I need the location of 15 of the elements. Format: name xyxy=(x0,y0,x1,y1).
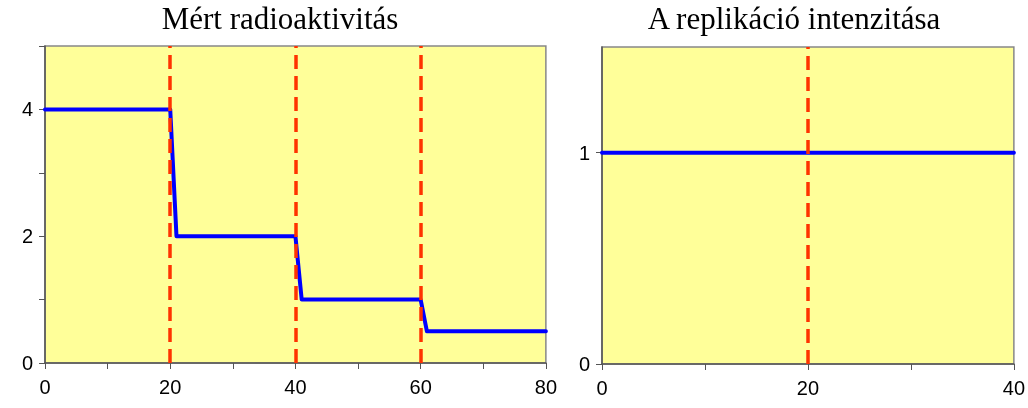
y-tick-label: 1 xyxy=(578,141,590,164)
y-tick-label: 4 xyxy=(21,98,33,121)
x-tick-label: 20 xyxy=(796,377,820,399)
line-series xyxy=(43,107,548,334)
x-tick-label: 60 xyxy=(409,376,432,398)
x-tick-label: 20 xyxy=(159,376,182,398)
x-tick-label: 80 xyxy=(534,376,557,398)
x-tick-label: 40 xyxy=(1002,377,1025,399)
chart-title: Mért radioaktivitás xyxy=(161,1,399,36)
y-tick-label: 0 xyxy=(21,352,33,374)
x-tick-label: 0 xyxy=(39,376,51,398)
y-tick-label: 2 xyxy=(21,225,33,248)
chart-title: A replikáció intenzitása xyxy=(647,1,941,36)
x-tick-label: 40 xyxy=(284,376,307,398)
x-tick-label: 0 xyxy=(596,377,608,399)
